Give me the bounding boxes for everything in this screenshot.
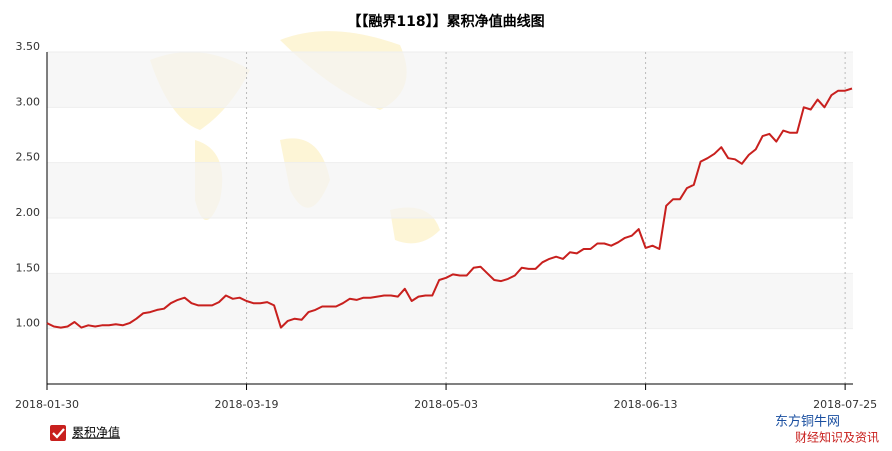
x-tick-label: 2018-01-30 [15, 398, 79, 411]
legend-check [52, 428, 65, 439]
y-tick-label: 1.00 [16, 317, 41, 330]
y-tick-label: 3.00 [16, 95, 41, 108]
y-tick-label: 2.00 [16, 206, 41, 219]
y-tick-label: 1.50 [16, 261, 41, 274]
legend-swatch [50, 425, 66, 441]
grid-band [47, 162, 853, 218]
chart-title: 【【融界118】】累积净值曲线图 [347, 13, 544, 30]
x-tick-label: 2018-05-03 [414, 398, 478, 411]
legend-label: 累积净值 [72, 425, 120, 440]
watermark-slogan: 财经知识及资讯 [795, 431, 879, 445]
x-tick-label: 2018-03-19 [215, 398, 279, 411]
watermark-site: 东方铜牛网 [775, 414, 840, 430]
y-tick-label: 3.50 [16, 40, 41, 53]
x-tick-label: 2018-07-25 [813, 398, 877, 411]
series-line [46, 87, 853, 329]
grid-band [47, 52, 853, 108]
grid-band [47, 273, 853, 329]
x-tick-label: 2018-06-13 [614, 398, 678, 411]
y-tick-label: 2.50 [16, 151, 41, 164]
